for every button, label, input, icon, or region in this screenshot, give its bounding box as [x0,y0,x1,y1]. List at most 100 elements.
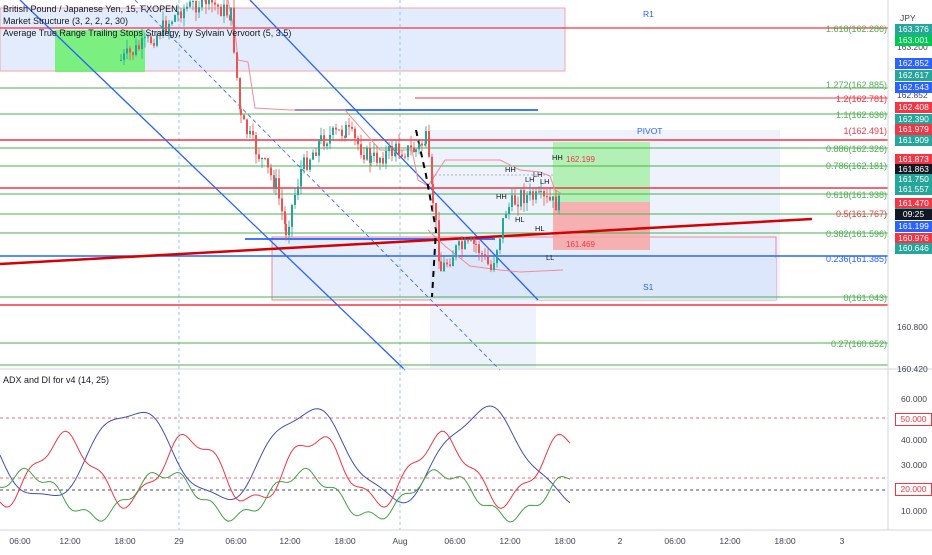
candle-body [205,0,207,5]
candle-body [401,154,403,157]
candle-body [357,138,359,145]
candle-body [144,37,146,39]
candle-body [341,129,343,136]
candle-body [529,191,531,195]
s1-zone [430,258,776,300]
candle-body [481,253,483,255]
swing-label: LH [525,175,535,184]
candle-body [428,131,430,157]
candle-body [490,264,492,270]
channel-lower [19,0,406,371]
swing-label: LL [546,253,554,262]
channel-mid [134,0,501,371]
candle-body [391,146,393,156]
swing-label: LH [540,177,550,186]
candle-body [141,37,143,50]
time-tick: 18:00 [774,536,796,546]
candle-body [332,127,334,135]
candle-body [138,45,140,50]
candle-body [198,7,200,13]
candle-body [168,23,170,32]
candle-body [478,244,480,254]
candle-body [363,154,365,160]
price-badge: 161.979 [895,124,932,135]
s1-label: S1 [643,282,654,292]
indicator-legend[interactable]: Market Structure (3, 2, 2, 2, 30) [3,16,129,26]
atr-stop-line [227,0,563,195]
price-badge: 161.873 [895,154,932,165]
candle-body [458,241,460,246]
candle-body [275,178,277,189]
di-plus-line [0,467,571,523]
price-tick: 163.200 [897,42,928,52]
candle-body [189,1,191,7]
candle-body [335,127,337,130]
candle-body [320,135,322,142]
candle-body [291,204,293,227]
candle-body [201,0,203,8]
r1-label: R1 [643,9,654,19]
price-badge: 161.470 [895,198,932,209]
candle-body [264,157,266,159]
candle-body [338,129,340,131]
candle-body [410,145,412,148]
trend-line [0,217,813,266]
candle-body [395,143,397,153]
candle-body [192,1,194,3]
price-badge: 162.617 [895,70,932,81]
candle-body [278,178,280,199]
candle-body [517,204,519,207]
candle-body [230,7,232,21]
candle-body [345,125,347,138]
candle-body [236,52,238,78]
candle-body [369,147,371,163]
osc-badge: 20.000 [895,483,932,496]
fib-label: 0.5(161.767) [836,209,887,219]
indicator-legend[interactable]: Average True Range Trailing Stops Strate… [3,28,292,38]
price-axis-currency: JPY [900,13,916,23]
time-tick: 12:00 [499,536,521,546]
candle-body [499,238,501,251]
pivot-label: PIVOT [637,126,663,136]
time-tick: 18:00 [334,536,356,546]
chart-title[interactable]: British Pound / Japanese Yen, 15, FXOPEN [3,4,178,14]
fib-label: 1(162.491) [843,126,887,136]
candle-body [385,151,387,164]
candle-body [394,152,396,156]
candle-body [150,36,152,44]
candle-body [370,155,372,163]
candle-body [288,226,290,236]
swing-label: LH [533,170,543,179]
candle-body [546,196,548,198]
osc-badge: 50.000 [895,413,932,426]
time-tick: 18:00 [114,536,136,546]
time-tick: 12:00 [59,536,81,546]
price-tick: 160.800 [897,322,928,332]
time-tick: 06:00 [9,536,31,546]
candle-body [243,115,245,120]
candle-body [226,4,228,16]
candle-body [211,0,213,3]
time-tick: 06:00 [664,536,686,546]
candle-body [520,190,522,207]
candle-body [418,143,420,150]
candle-body [284,211,286,224]
fib-label: 1.2(162.781) [836,94,887,104]
fib-label: 0.236(161.385) [826,254,887,264]
candle-body [174,15,176,22]
candle-body [246,119,248,135]
time-tick: 3 [840,536,845,546]
time-tick: 12:00 [719,536,741,546]
oscillator-legend[interactable]: ADX and DI for v4 (14, 25) [3,375,110,385]
candle-body [285,223,287,236]
candle-body [360,144,362,155]
candle-body [217,4,219,7]
candle-body [373,152,375,156]
candle-body [270,167,272,176]
candle-body [309,159,311,170]
price-badge: 161.750 [895,174,932,185]
price-badge: 161.557 [895,184,932,195]
candle-body [424,143,426,146]
